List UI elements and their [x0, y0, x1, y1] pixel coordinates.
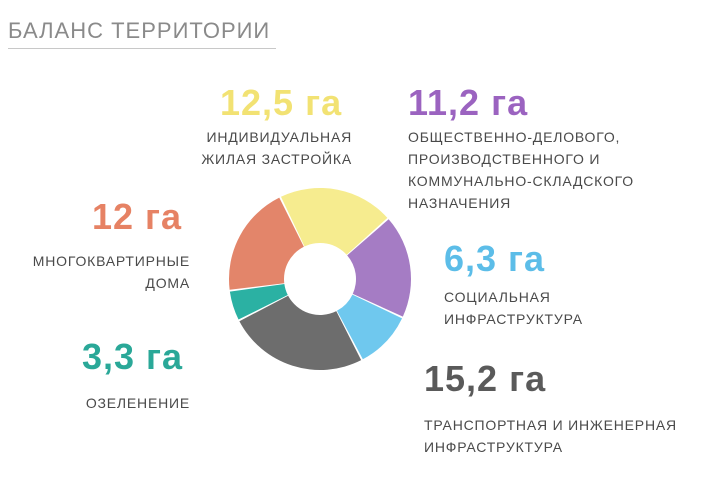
- label-line: ОЗЕЛЕНЕНИЕ: [85, 395, 190, 411]
- label-line: ЖИЛАЯ ЗАСТРОЙКА: [201, 151, 352, 167]
- label-apartments: МНОГОКВАРТИРНЫЕ ДОМА: [8, 250, 190, 294]
- value-individual-housing: 12,5 га: [220, 82, 343, 123]
- page-title: БАЛАНС ТЕРРИТОРИИ: [8, 18, 271, 43]
- label-line: ОБЩЕСТВЕННО-ДЕЛОВОГО,: [408, 129, 621, 145]
- label-transport-infrastructure: ТРАНСПОРТНАЯ И ИНЖЕНЕРНАЯ ИНФРАСТРУКТУРА: [424, 414, 677, 458]
- label-line: ДОМА: [145, 275, 190, 291]
- donut-slice: [239, 295, 362, 370]
- donut-slice: [336, 294, 403, 360]
- donut-slice: [229, 284, 288, 320]
- title-underline: [8, 48, 276, 49]
- label-line: ИНФРАСТРУКТУРА: [444, 311, 583, 327]
- label-line: ИНДИВИДУАЛЬНАЯ: [206, 129, 352, 145]
- label-public-business: ОБЩЕСТВЕННО-ДЕЛОВОГО, ПРОИЗВОДСТВЕННОГО …: [408, 126, 634, 214]
- donut-slice: [229, 197, 304, 290]
- label-line: НАЗНАЧЕНИЯ: [408, 195, 512, 211]
- label-line: КОММУНАЛЬНО-СКЛАДСКОГО: [408, 173, 634, 189]
- label-line: ТРАНСПОРТНАЯ И ИНЖЕНЕРНАЯ: [424, 417, 677, 433]
- value-greenery: 3,3 га: [82, 336, 184, 377]
- label-line: СОЦИАЛЬНАЯ: [444, 289, 551, 305]
- value-social-infrastructure: 6,3 га: [444, 238, 546, 279]
- donut-slice: [280, 187, 388, 255]
- label-line: ПРОИЗВОДСТВЕННОГО И: [408, 151, 601, 167]
- donut-slice: [347, 219, 411, 317]
- label-line: ИНФРАСТРУКТУРА: [424, 439, 563, 455]
- label-line: МНОГОКВАРТИРНЫЕ: [32, 253, 190, 269]
- label-social-infrastructure: СОЦИАЛЬНАЯ ИНФРАСТРУКТУРА: [444, 286, 583, 330]
- value-public-business: 11,2 га: [408, 82, 529, 123]
- label-greenery: ОЗЕЛЕНЕНИЕ: [8, 392, 190, 414]
- value-apartments: 12 га: [92, 196, 183, 237]
- value-transport-infrastructure: 15,2 га: [424, 358, 547, 399]
- label-individual-housing: ИНДИВИДУАЛЬНАЯ ЖИЛАЯ ЗАСТРОЙКА: [168, 126, 352, 170]
